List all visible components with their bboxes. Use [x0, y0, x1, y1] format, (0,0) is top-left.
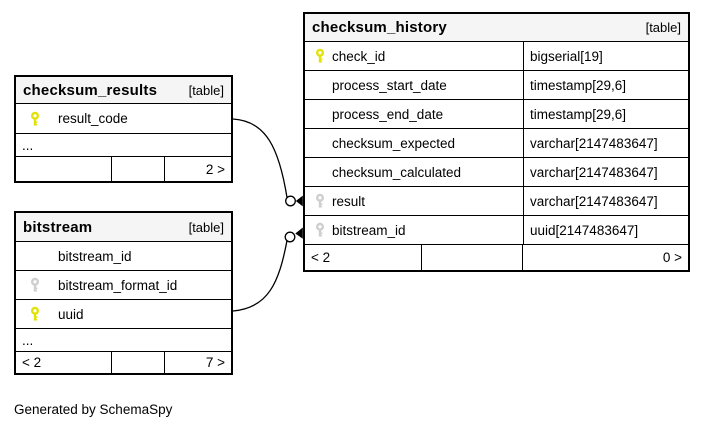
- table-name[interactable]: bitstream: [23, 218, 93, 236]
- column-row-bitstream-id: bitstream_id: [16, 242, 231, 271]
- foreign-key-icon: [314, 222, 326, 238]
- column-name: checksum_calculated: [305, 158, 524, 186]
- crow-foot-arrow: [295, 195, 303, 207]
- zero-or-one-dot: [285, 195, 296, 207]
- column-name: result_code: [58, 111, 128, 126]
- pagination-footer: 2 >: [16, 157, 231, 181]
- table-checksum-results[interactable]: checksum_results [table] result_code ...…: [14, 75, 233, 183]
- connector-uuid-to-bitstream-id: [232, 227, 303, 312]
- footer-middle: [422, 245, 523, 270]
- footer-left: < 2: [305, 245, 422, 270]
- column-name: bitstream_format_id: [58, 277, 178, 293]
- footer-right: 2 >: [205, 161, 225, 177]
- column-type: varchar[2147483647]: [530, 164, 658, 180]
- column-row-checksum-expected: checksum_expected varchar[2147483647]: [305, 129, 688, 158]
- column-row-bitstream-id: bitstream_id uuid[2147483647]: [305, 216, 688, 245]
- column-name: check_id: [305, 42, 524, 70]
- crow-foot-arrow: [295, 227, 303, 239]
- column-row-result-code: result_code: [16, 104, 231, 134]
- table-name[interactable]: checksum_history: [312, 19, 447, 36]
- primary-key-icon: [29, 111, 41, 126]
- table-tag: [table]: [645, 20, 681, 35]
- column-name: result: [305, 187, 524, 215]
- primary-key-icon: [314, 48, 326, 64]
- column-name: checksum_expected: [305, 129, 524, 157]
- primary-key-icon: [29, 306, 41, 322]
- ellipsis-row: ...: [16, 134, 231, 157]
- column-row-result: result varchar[2147483647]: [305, 187, 688, 216]
- pagination-footer: < 2 7 >: [16, 352, 231, 373]
- generated-by-caption: Generated by SchemaSpy: [14, 402, 173, 417]
- ellipsis-row: ...: [16, 329, 231, 352]
- table-header[interactable]: bitstream [table]: [16, 213, 231, 242]
- column-row-checksum-calculated: checksum_calculated varchar[2147483647]: [305, 158, 688, 187]
- footer-left: [16, 157, 112, 181]
- column-row-process-end-date: process_end_date timestamp[29,6]: [305, 100, 688, 129]
- column-type: varchar[2147483647]: [530, 193, 658, 209]
- column-type: uuid[2147483647]: [530, 222, 639, 238]
- footer-left: < 2: [16, 352, 112, 373]
- column-type: timestamp[29,6]: [530, 106, 627, 122]
- column-type: timestamp[29,6]: [530, 77, 627, 93]
- table-name[interactable]: checksum_results: [23, 81, 158, 99]
- foreign-key-icon: [314, 193, 326, 209]
- table-checksum-history[interactable]: checksum_history [table] check_id bigser…: [303, 12, 690, 272]
- column-type: varchar[2147483647]: [530, 135, 658, 151]
- column-name: bitstream_id: [58, 248, 132, 264]
- zero-or-one-dot: [284, 231, 296, 243]
- column-row-process-start-date: process_start_date timestamp[29,6]: [305, 71, 688, 100]
- column-type: bigserial[19]: [530, 48, 603, 64]
- table-bitstream[interactable]: bitstream [table] bitstream_id bitstream…: [14, 211, 233, 375]
- table-header[interactable]: checksum_history [table]: [305, 14, 688, 42]
- pagination-footer: < 2 0 >: [305, 245, 688, 270]
- table-header[interactable]: checksum_results [table]: [16, 77, 231, 104]
- column-name: process_start_date: [305, 71, 524, 99]
- foreign-key-icon: [29, 277, 41, 293]
- column-row-uuid: uuid: [16, 300, 231, 329]
- footer-middle: [112, 157, 165, 181]
- table-tag: [table]: [188, 219, 224, 235]
- column-row-check-id: check_id bigserial[19]: [305, 42, 688, 71]
- footer-right: 0 >: [662, 250, 682, 265]
- column-row-bitstream-format-id: bitstream_format_id: [16, 271, 231, 300]
- column-name: process_end_date: [305, 100, 524, 128]
- column-name: bitstream_id: [305, 216, 524, 244]
- connector-result-code-to-result: [232, 118, 303, 207]
- footer-right: 7 >: [205, 355, 225, 370]
- table-tag: [table]: [188, 82, 224, 98]
- footer-middle: [112, 352, 165, 373]
- column-name: uuid: [58, 306, 84, 322]
